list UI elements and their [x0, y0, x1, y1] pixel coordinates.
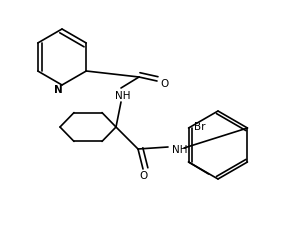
Text: NH: NH: [115, 91, 131, 101]
Text: NH: NH: [172, 144, 188, 154]
Text: N: N: [54, 85, 62, 95]
Text: Br: Br: [194, 121, 205, 131]
Text: O: O: [161, 79, 169, 89]
Text: O: O: [140, 170, 148, 180]
